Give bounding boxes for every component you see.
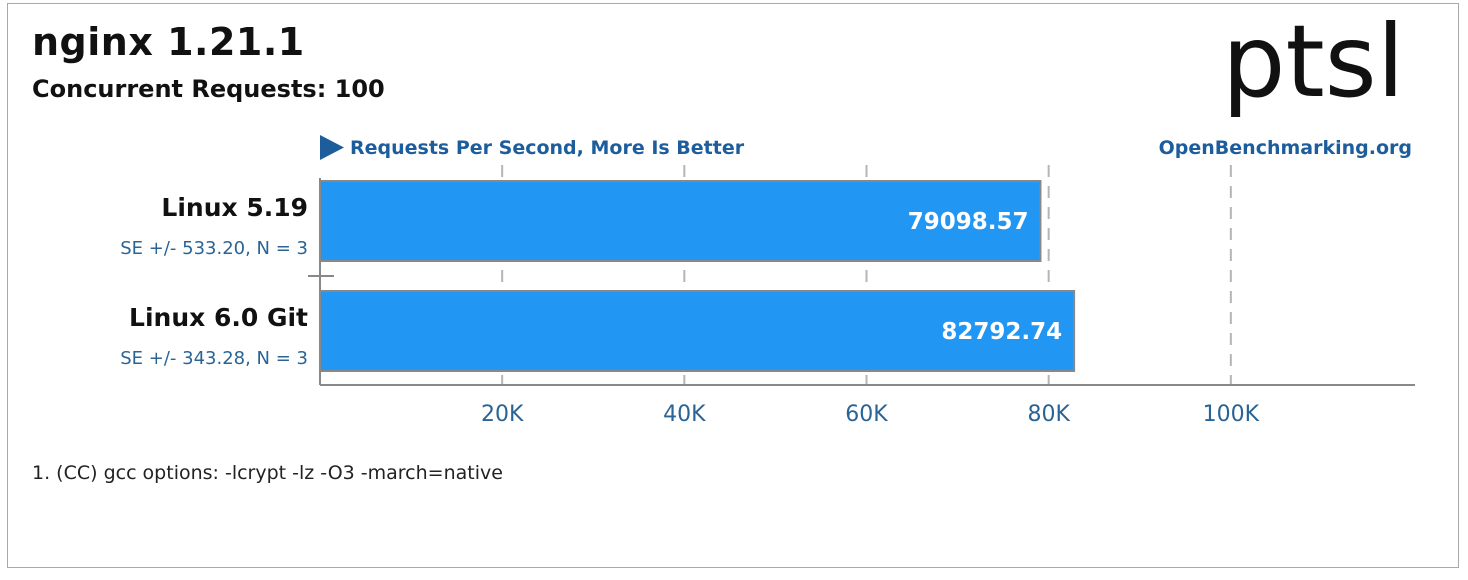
- x-tick-label: 40K: [663, 402, 706, 427]
- category-label: Linux 6.0 Git: [129, 303, 308, 332]
- bar: [319, 290, 1076, 372]
- x-tick-label: 20K: [481, 402, 524, 427]
- axis-note: Requests Per Second, More Is Better: [350, 137, 745, 159]
- svg-text:ptsl: ptsl: [1222, 18, 1405, 120]
- se-label: SE +/- 533.20, N = 3: [120, 238, 308, 259]
- site-link[interactable]: OpenBenchmarking.org: [1159, 137, 1412, 159]
- x-tick-label: 60K: [845, 402, 888, 427]
- chart-frame: [7, 3, 1459, 568]
- axis-direction-icon: [320, 135, 344, 160]
- footnote: 1. (CC) gcc options: -lcrypt -lz -O3 -ma…: [32, 462, 503, 484]
- x-tick-label: 80K: [1027, 402, 1070, 427]
- chart-subtitle: Concurrent Requests: 100: [32, 75, 385, 103]
- bar-value-label: 79098.57: [908, 209, 1029, 235]
- chart-title: nginx 1.21.1: [32, 20, 305, 64]
- bar-value-label: 82792.74: [941, 319, 1062, 345]
- pts-logo: ptsl: [1222, 18, 1405, 120]
- x-tick-label: 100K: [1203, 402, 1260, 427]
- category-label: Linux 5.19: [161, 193, 308, 222]
- se-label: SE +/- 343.28, N = 3: [120, 348, 308, 369]
